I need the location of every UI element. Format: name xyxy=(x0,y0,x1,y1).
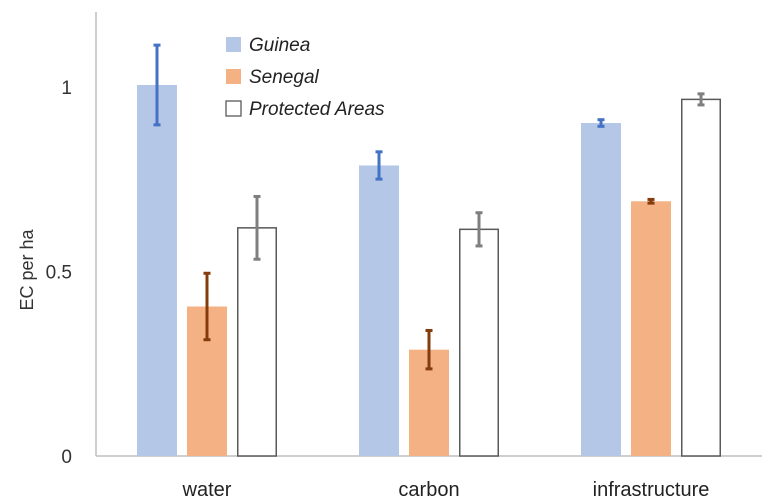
bar-infrastructure-0 xyxy=(581,123,621,457)
error-bar-infrastructure-0 xyxy=(597,118,605,128)
legend-item: Protected Areas xyxy=(225,99,385,120)
y-tick-label: 0.5 xyxy=(46,262,72,283)
y-axis-title: EC per ha xyxy=(17,228,37,310)
y-tick-label: 0 xyxy=(61,447,72,468)
category-labels: water carbon infrastructure xyxy=(182,479,710,499)
error-bar-water-1 xyxy=(203,271,211,342)
y-ticks: 00.51 xyxy=(46,78,72,468)
bar-infrastructure-2 xyxy=(681,98,721,457)
bar-carbon-2 xyxy=(459,228,499,457)
legend-item: Guinea xyxy=(226,35,310,56)
legend-label: Senegal xyxy=(249,67,320,88)
bar-infrastructure-1 xyxy=(631,201,671,456)
error-bar-carbon-0 xyxy=(375,150,383,181)
error-bar-carbon-2 xyxy=(475,211,483,248)
legend-swatch xyxy=(225,100,242,117)
error-bars xyxy=(153,43,705,371)
bar-water-2 xyxy=(237,227,277,457)
bar-water-0 xyxy=(137,84,177,457)
legend-label: Protected Areas xyxy=(249,99,385,120)
bar-carbon-0 xyxy=(359,165,399,457)
error-bar-water-2 xyxy=(253,194,261,261)
error-bar-infrastructure-2 xyxy=(697,92,705,107)
legend-swatch xyxy=(226,37,241,52)
legend-label: Guinea xyxy=(249,35,310,56)
legend: Guinea Senegal Protected Areas xyxy=(225,35,385,120)
y-tick-label: 1 xyxy=(61,78,72,99)
error-bar-carbon-1 xyxy=(425,328,433,371)
legend-item: Senegal xyxy=(226,67,320,88)
bars xyxy=(137,84,721,457)
category-label: infrastructure xyxy=(593,479,710,499)
error-bar-infrastructure-1 xyxy=(647,197,655,205)
error-bar-water-0 xyxy=(153,43,161,127)
category-label: carbon xyxy=(398,479,459,499)
category-label: water xyxy=(182,479,232,499)
legend-swatch xyxy=(226,69,241,84)
